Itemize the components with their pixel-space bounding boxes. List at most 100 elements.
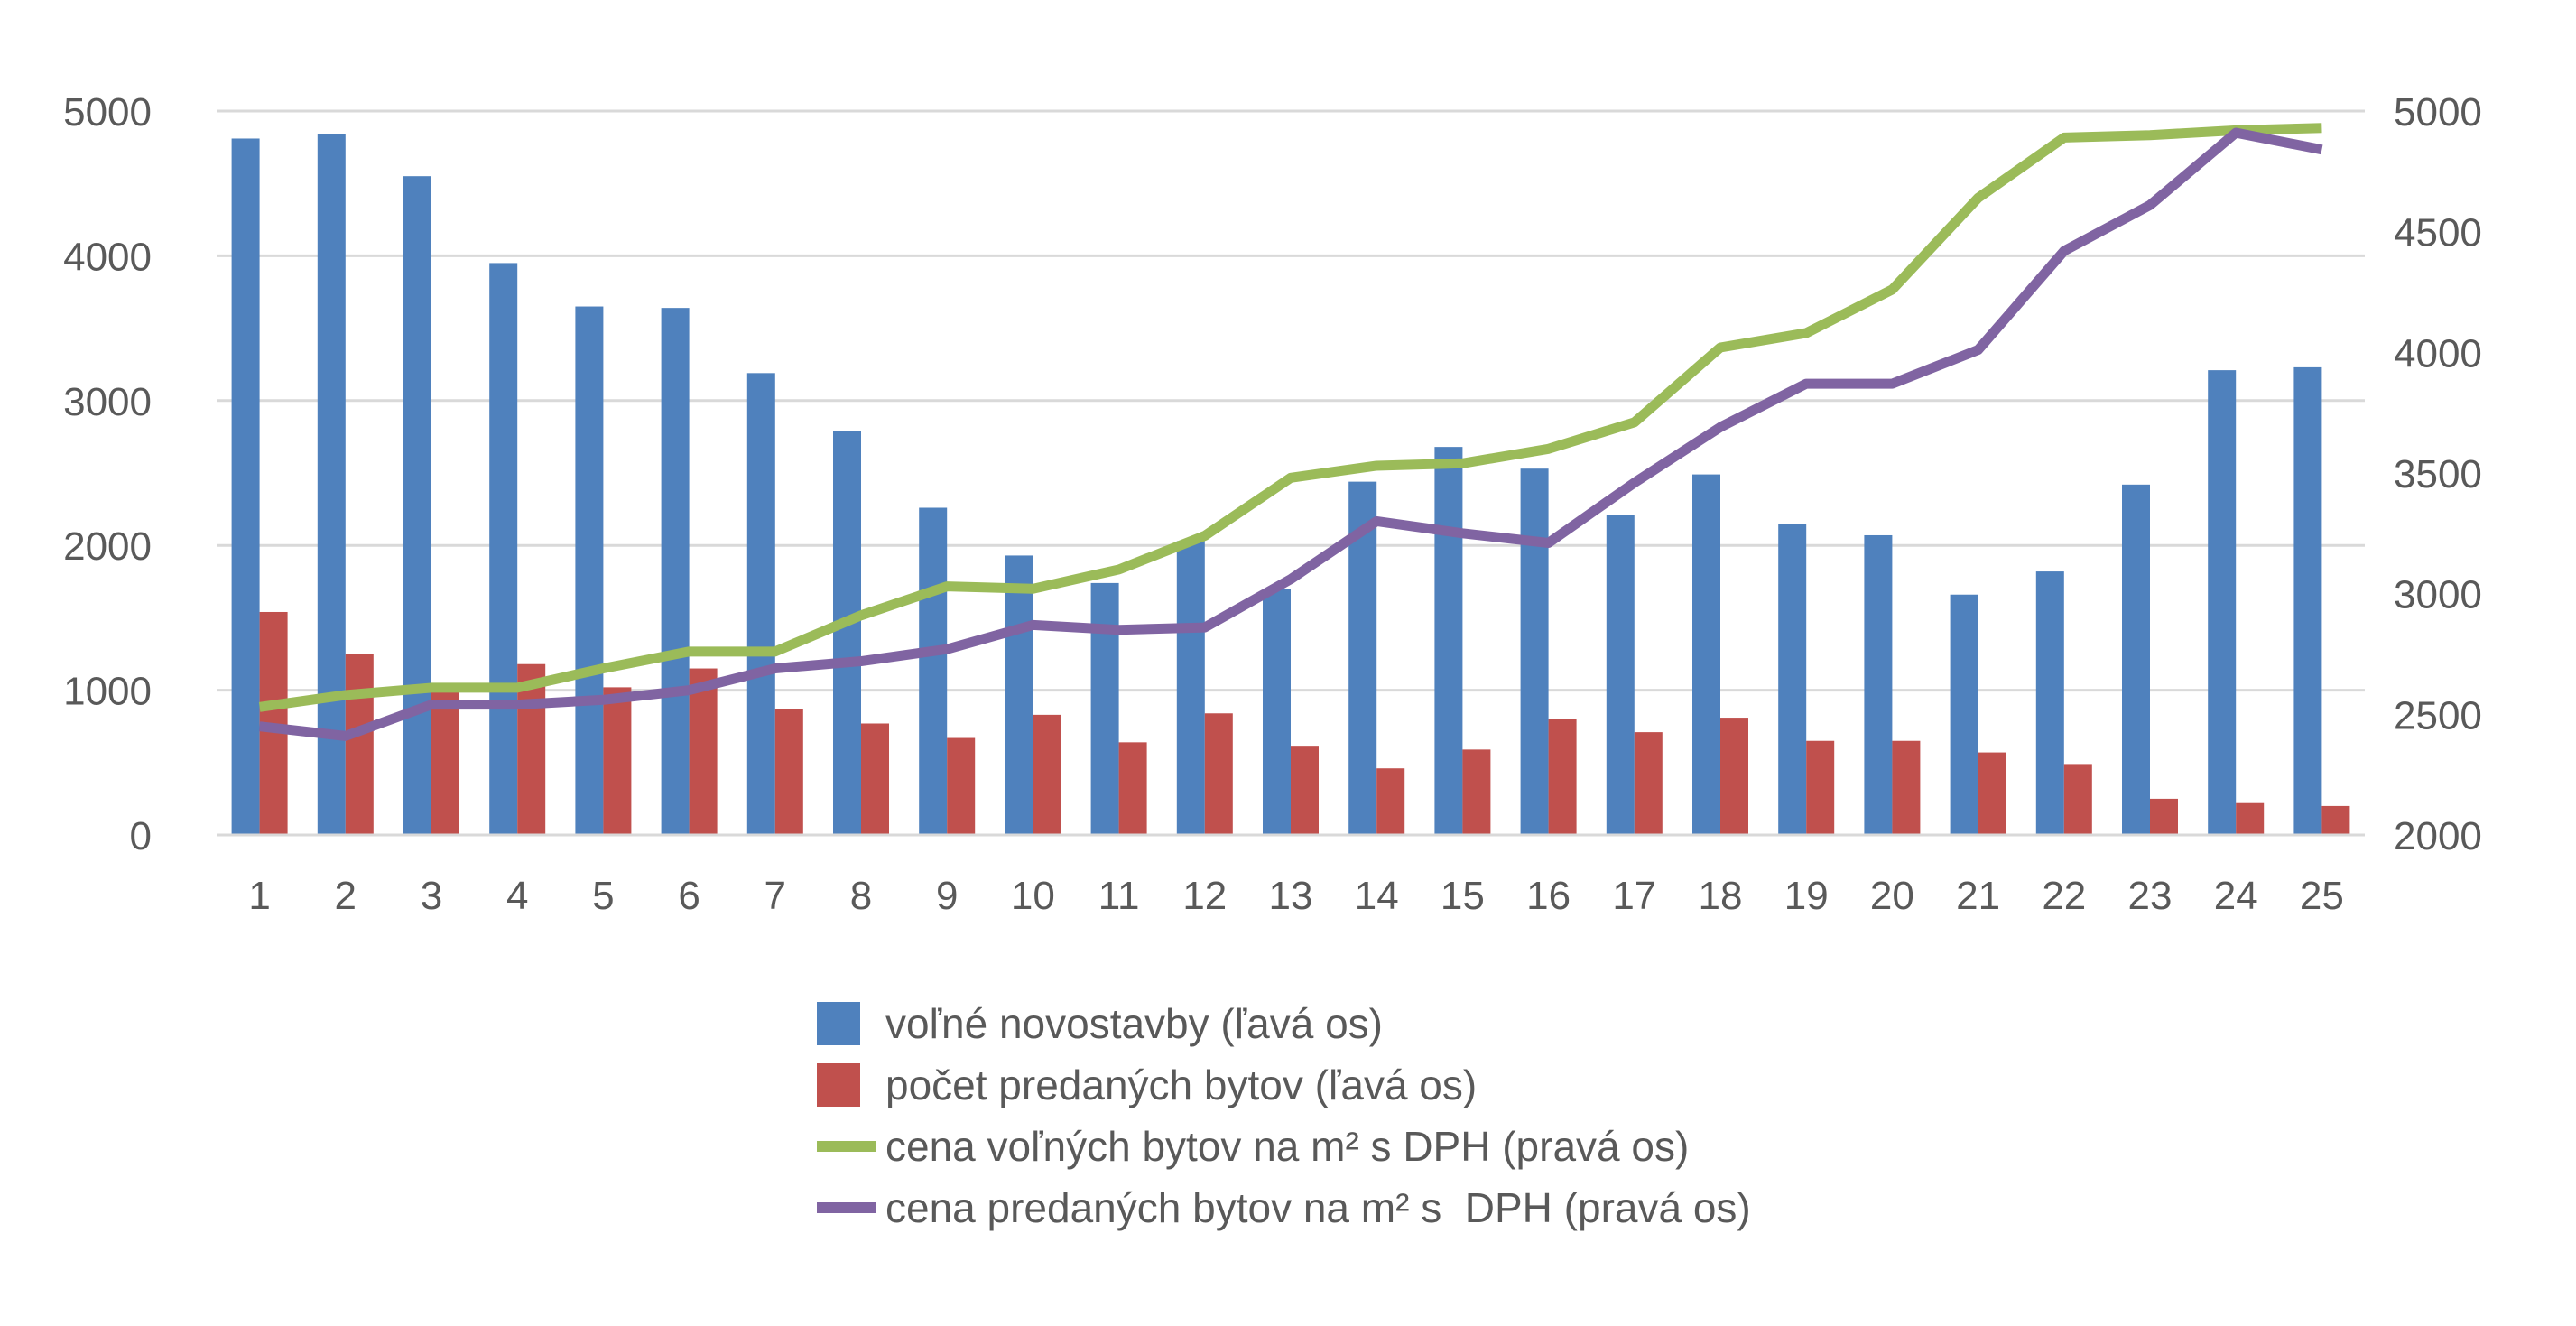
bar-available-1 [231, 138, 260, 835]
line-available-price [258, 123, 2322, 712]
x-tick-label: 18 [1699, 874, 1743, 918]
bar-sold-16 [1548, 719, 1577, 835]
bar-sold-24 [2236, 802, 2265, 835]
legend-swatch-red [817, 1063, 860, 1107]
legend-line-green [817, 1141, 876, 1152]
x-tick-label: 5 [592, 874, 614, 918]
line-series [258, 123, 2323, 741]
left-tick-label: 3000 [63, 380, 152, 424]
x-tick-label: 8 [850, 874, 872, 918]
bar-sold-9 [947, 737, 976, 835]
bar-available-25 [2293, 366, 2322, 836]
legend-item-sold-count: počet predaných bytov (ľavá os) [817, 1054, 1751, 1116]
right-tick-label: 4500 [2394, 211, 2482, 255]
bar-available-19 [1778, 524, 1807, 835]
bar-available-20 [1864, 534, 1893, 835]
right-tick-label: 2500 [2394, 693, 2482, 737]
bar-sold-15 [1462, 749, 1491, 835]
legend-label: cena predaných bytov na m² s DPH (pravá … [885, 1184, 1751, 1231]
bar-available-6 [661, 308, 690, 835]
x-tick-label: 20 [1870, 874, 1914, 918]
right-tick-label: 5000 [2394, 90, 2482, 134]
right-tick-label: 3000 [2394, 573, 2482, 617]
bar-available-3 [403, 176, 431, 835]
legend-item-available-new-builds: voľné novostavby (ľavá os) [817, 993, 1751, 1054]
legend-swatch-blue [817, 1002, 860, 1045]
x-tick-label: 19 [1784, 874, 1829, 918]
x-tick-label: 13 [1269, 874, 1313, 918]
bar-available-7 [746, 373, 775, 835]
legend-item-available-price: cena voľných bytov na m² s DPH (pravá os… [817, 1116, 1751, 1177]
bar-available-2 [317, 134, 346, 835]
x-axis-tick-labels: 1 2 3 4 5 6 7 8 9 10 11 12 13 14 15 16 17 18 19 20 21 22 23 24 2… [248, 874, 2344, 918]
legend-label: voľné novostavby (ľavá os) [885, 1000, 1383, 1047]
bar-sold-20 [1892, 740, 1921, 835]
bar-sold-25 [2321, 805, 2350, 835]
bar-available-4 [489, 263, 518, 835]
legend-line-purple [817, 1202, 876, 1213]
bar-available-12 [1176, 541, 1205, 835]
bar-available-13 [1263, 589, 1291, 835]
left-tick-label: 5000 [63, 90, 152, 134]
bar-sold-21 [1978, 752, 2006, 835]
x-tick-label: 15 [1441, 874, 1485, 918]
x-tick-label: 6 [678, 874, 700, 918]
legend-label: počet predaných bytov (ľavá os) [885, 1062, 1478, 1108]
right-tick-label: 4000 [2394, 331, 2482, 376]
x-tick-label: 2 [335, 874, 357, 918]
bar-sold-13 [1291, 746, 1319, 835]
left-axis-tick-labels: 0 1000 2000 3000 4000 5000 [63, 90, 152, 858]
bar-sold-6 [689, 668, 718, 835]
right-tick-label: 3500 [2394, 452, 2482, 496]
bar-available-10 [1005, 555, 1033, 835]
x-tick-label: 1 [248, 874, 270, 918]
bar-sold-23 [2150, 798, 2178, 835]
legend-label: cena voľných bytov na m² s DPH (pravá os… [885, 1123, 1690, 1170]
x-tick-label: 16 [1526, 874, 1571, 918]
x-tick-label: 22 [2042, 874, 2086, 918]
bar-sold-4 [517, 663, 546, 835]
x-tick-label: 11 [1098, 874, 1140, 918]
bar-available-17 [1606, 515, 1635, 835]
left-tick-label: 2000 [63, 524, 152, 569]
bar-available-22 [2035, 571, 2064, 835]
x-tick-label: 24 [2214, 874, 2258, 918]
right-tick-label: 2000 [2394, 814, 2482, 858]
bar-available-24 [2208, 370, 2237, 836]
bar-series [231, 134, 2350, 836]
bar-available-18 [1692, 474, 1720, 835]
bar-available-16 [1520, 468, 1549, 835]
bar-sold-10 [1033, 714, 1061, 835]
bar-available-11 [1090, 582, 1119, 835]
legend: voľné novostavby (ľavá os) počet predaný… [817, 993, 1751, 1238]
x-tick-label: 25 [2300, 874, 2344, 918]
bar-sold-17 [1634, 732, 1663, 835]
bar-available-9 [919, 507, 948, 835]
bar-available-21 [1950, 594, 1978, 835]
x-tick-label: 23 [2128, 874, 2173, 918]
bar-sold-14 [1376, 768, 1405, 835]
bar-sold-18 [1720, 718, 1748, 835]
legend-item-sold-price: cena predaných bytov na m² s DPH (pravá … [817, 1177, 1751, 1238]
x-tick-label: 21 [1956, 874, 2000, 918]
x-tick-label: 4 [506, 874, 528, 918]
x-tick-label: 3 [421, 874, 442, 918]
bar-available-23 [2122, 484, 2150, 835]
x-tick-label: 17 [1612, 874, 1656, 918]
line-sold-price [258, 127, 2323, 741]
x-tick-label: 14 [1355, 874, 1399, 918]
bar-available-8 [833, 431, 861, 835]
bar-sold-2 [345, 654, 374, 835]
x-tick-label: 12 [1182, 874, 1227, 918]
bar-sold-5 [603, 687, 632, 835]
left-tick-label: 1000 [63, 670, 152, 714]
x-tick-label: 9 [936, 874, 958, 918]
bar-sold-8 [861, 723, 889, 835]
gridlines [217, 109, 2365, 692]
left-tick-label: 0 [130, 814, 152, 858]
x-tick-label: 10 [1011, 874, 1055, 918]
x-tick-label: 7 [764, 874, 786, 918]
bar-available-15 [1434, 447, 1463, 835]
bar-sold-7 [774, 709, 803, 835]
